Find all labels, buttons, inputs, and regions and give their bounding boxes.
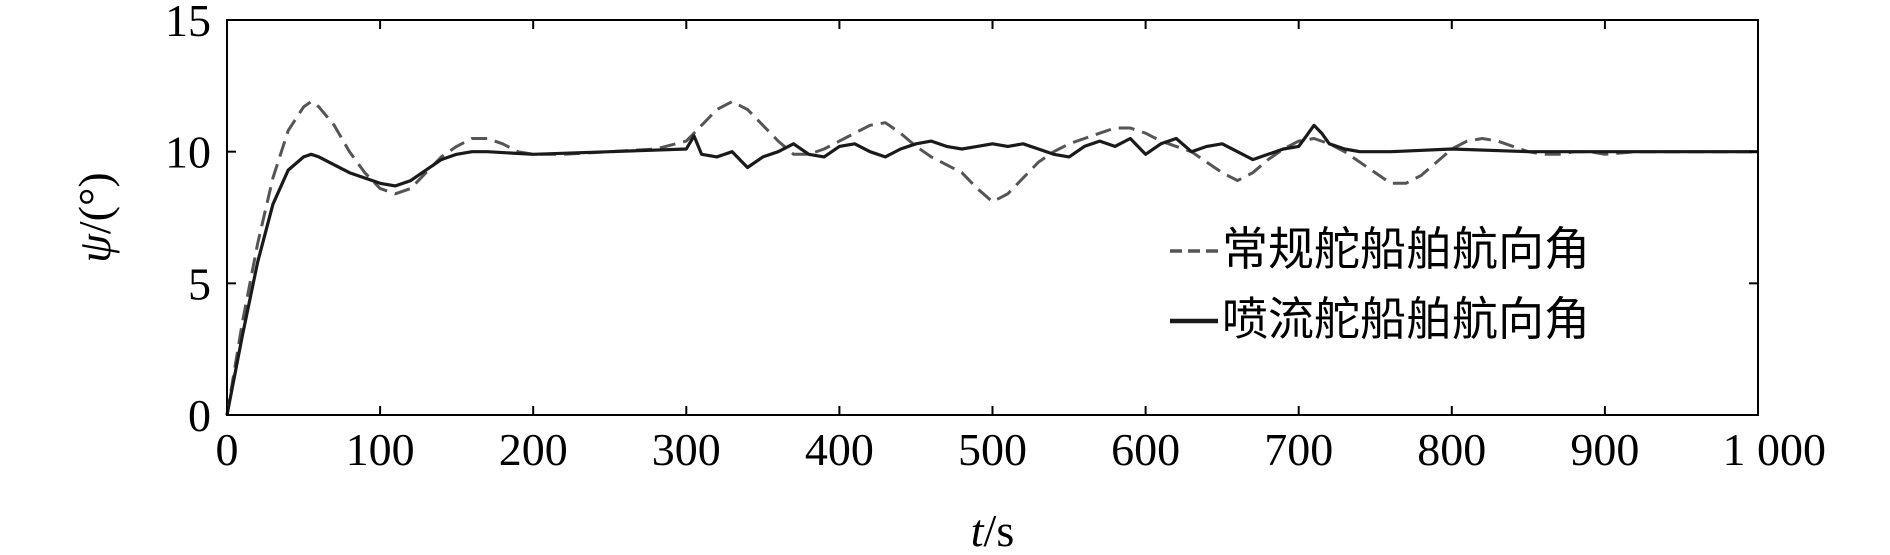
y-axis: 0 5 10 15 [165, 0, 1758, 441]
x-tick-label: 100 [346, 424, 415, 475]
plot-frame [226, 19, 1759, 416]
x-axis-label-unit: /s [984, 505, 1015, 555]
x-tick-label: 200 [499, 424, 568, 475]
legend-label-jet-rudder: 喷流舵船舶航向角 [1222, 292, 1590, 346]
x-tick-label: 300 [652, 424, 721, 475]
y-tick-label: 0 [188, 390, 211, 441]
x-tick-label: 400 [805, 424, 874, 475]
legend: 常规舵船舶航向角 喷流舵船舶航向角 [1170, 222, 1590, 346]
x-tick-label: 900 [1570, 424, 1639, 475]
series-line-jet-rudder [225, 123, 1758, 416]
x-axis: 0 100 200 300 400 500 600 700 800 900 1 000 [216, 20, 1827, 475]
x-tick-label: 500 [958, 424, 1027, 475]
x-axis-label-var: t [971, 505, 985, 555]
x-tick-label: 700 [1264, 424, 1333, 475]
y-tick-label: 15 [165, 0, 211, 46]
x-tick-label: 600 [1111, 424, 1180, 475]
y-tick-label: 10 [165, 127, 211, 178]
x-tick-label: 0 [216, 424, 239, 475]
series-layer [225, 100, 1758, 416]
y-tick-label: 5 [188, 258, 211, 309]
plot-area [226, 19, 1759, 416]
x-tick-label: 1 000 [1723, 424, 1827, 475]
y-axis-label: ψ/(°) [69, 172, 120, 262]
y-axis-label-unit: /(°) [69, 172, 120, 234]
x-axis-label: t/s [971, 505, 1014, 555]
legend-label-conventional-rudder: 常规舵船舶航向角 [1222, 222, 1590, 276]
x-tick-label: 800 [1417, 424, 1486, 475]
y-axis-label-var: ψ [69, 233, 120, 263]
